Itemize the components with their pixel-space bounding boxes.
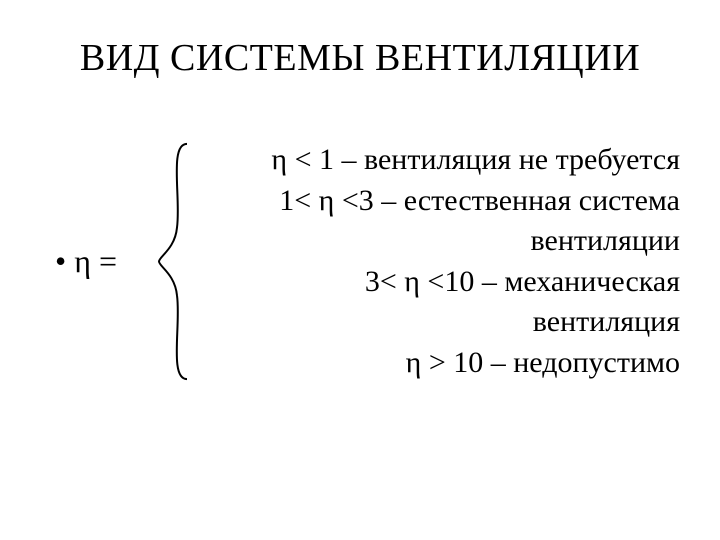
case-line-4: 3< η <10 – механическая <box>201 262 680 303</box>
slide: ВИД СИСТЕМЫ ВЕНТИЛЯЦИИ • η = η < 1 – вен… <box>0 0 720 540</box>
case-line-3: вентиляции <box>201 221 680 262</box>
curly-brace-icon <box>153 140 197 383</box>
case-line-6: η > 10 – недопустимо <box>201 343 680 384</box>
case-line-2: 1< η <3 – естественная система <box>201 181 680 222</box>
case-line-1: η < 1 – вентиляция не требуется <box>201 140 680 181</box>
content-area: • η = η < 1 – вентиляция не требуется 1<… <box>55 140 680 383</box>
brace-wrap <box>153 140 197 383</box>
brace-path <box>159 144 187 379</box>
cases-block: η < 1 – вентиляция не требуется 1< η <3 … <box>197 140 680 383</box>
page-title: ВИД СИСТЕМЫ ВЕНТИЛЯЦИИ <box>0 36 720 80</box>
case-line-5: вентиляция <box>201 302 680 343</box>
equation-lhs: • η = <box>55 243 153 280</box>
